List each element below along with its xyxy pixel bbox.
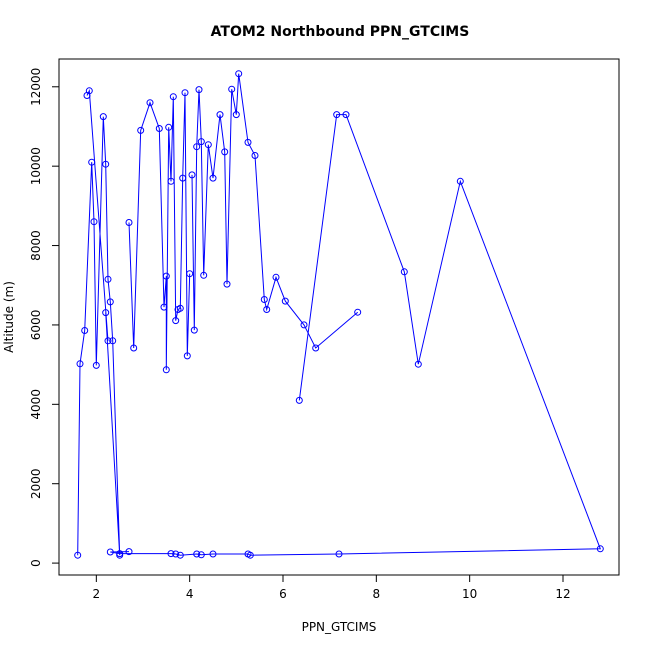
data-point — [165, 123, 173, 131]
x-axis: 2 4 6 8 10 12 — [93, 574, 571, 601]
y-axis-label: Altitude (m) — [2, 281, 16, 353]
data-point — [312, 344, 320, 352]
data-point — [197, 551, 205, 559]
data-point — [200, 271, 208, 279]
data-point — [342, 111, 350, 119]
y-tick-label: 6000 — [29, 310, 43, 341]
y-tick-label: 2000 — [29, 468, 43, 499]
data-point — [104, 337, 112, 345]
data-point — [104, 275, 112, 283]
data-point — [400, 268, 408, 276]
data-point — [221, 148, 229, 156]
data-point — [116, 550, 124, 558]
data-point — [209, 174, 217, 182]
y-tick-label: 8000 — [29, 230, 43, 261]
data-point — [197, 138, 205, 146]
chart-title: ATOM2 Northbound PPN_GTCIMS — [211, 24, 470, 40]
data-point — [251, 152, 259, 159]
data-point — [155, 125, 163, 132]
y-tick-label: 12000 — [29, 68, 43, 106]
data-point — [188, 171, 196, 179]
data-point — [76, 360, 84, 368]
y-axis: 0 2000 4000 6000 8000 10000 12000 — [29, 68, 60, 567]
y-tick-label: 4000 — [29, 389, 43, 420]
data-point — [109, 337, 117, 345]
data-point — [102, 309, 110, 317]
data-point — [596, 545, 604, 553]
data-point — [146, 99, 154, 107]
x-axis-label: PPN_GTCIMS — [302, 620, 377, 634]
data-point — [204, 141, 212, 149]
data-point — [137, 126, 145, 134]
data-point — [106, 548, 114, 556]
x-tick-label: 10 — [462, 587, 477, 601]
data-point — [169, 93, 177, 101]
data-point — [74, 551, 82, 559]
data-point — [81, 327, 89, 334]
data-point — [260, 296, 268, 303]
x-tick-label: 4 — [186, 587, 194, 601]
data-point — [176, 551, 184, 559]
data-point — [99, 113, 107, 121]
data-point — [172, 550, 180, 558]
data-point — [193, 143, 201, 151]
data-point — [106, 298, 114, 306]
y-tick-label: 10000 — [29, 147, 43, 185]
data-point — [333, 111, 341, 119]
data-point — [335, 550, 343, 558]
data-point — [190, 326, 198, 334]
data-point — [300, 321, 308, 329]
data-point — [181, 89, 189, 97]
data-point — [223, 280, 231, 288]
data-point — [162, 272, 170, 280]
data-point — [228, 85, 236, 93]
data-point — [232, 111, 240, 119]
data-point — [281, 297, 289, 305]
data-point — [125, 548, 133, 556]
data-point — [216, 111, 224, 119]
data-point — [244, 550, 252, 558]
data-point — [209, 550, 217, 558]
series-lines — [77, 73, 602, 556]
data-point — [456, 177, 464, 185]
x-tick-label: 12 — [555, 587, 570, 601]
data-point — [186, 270, 194, 278]
data-point — [162, 366, 170, 374]
data-point — [167, 550, 175, 558]
series-line — [191, 73, 359, 349]
data-point — [167, 177, 175, 185]
data-point — [183, 352, 191, 360]
data-point — [102, 160, 110, 168]
data-point — [172, 317, 180, 325]
data-point — [88, 158, 96, 166]
data-point — [179, 174, 187, 182]
data-point — [354, 308, 362, 316]
x-tick-label: 2 — [93, 587, 101, 601]
data-point — [176, 304, 184, 312]
data-point — [263, 306, 271, 313]
series-line — [110, 114, 602, 556]
y-tick-label: 0 — [29, 559, 43, 567]
data-point — [414, 360, 422, 368]
data-point — [193, 550, 201, 558]
data-point — [125, 219, 133, 226]
data-point — [295, 396, 303, 404]
data-point — [90, 218, 98, 226]
data-point — [83, 92, 91, 99]
data-points — [74, 70, 604, 559]
x-tick-label: 6 — [279, 587, 287, 601]
data-point — [272, 273, 280, 281]
data-point — [92, 361, 100, 369]
data-point — [160, 303, 168, 311]
x-tick-label: 8 — [373, 587, 381, 601]
series-line — [77, 88, 121, 556]
data-point — [130, 344, 138, 352]
data-point — [244, 138, 252, 146]
data-point — [235, 70, 243, 78]
data-point — [195, 86, 203, 94]
series-line — [128, 92, 191, 370]
